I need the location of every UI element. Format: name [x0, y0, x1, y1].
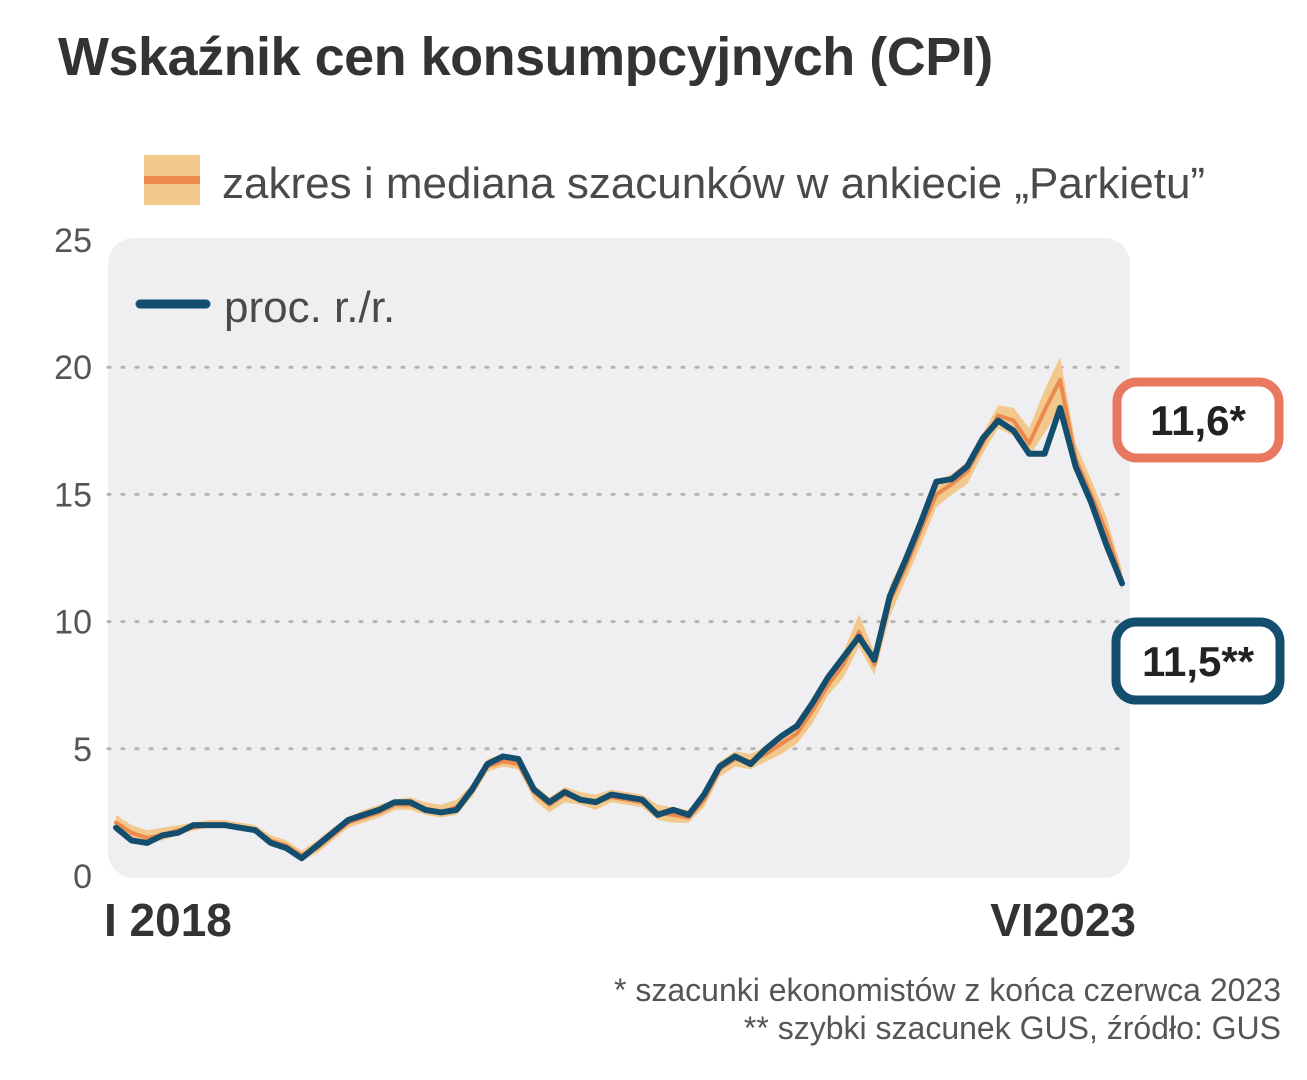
y-tick-label-15: 15 — [54, 476, 92, 514]
callout-flash-value: 11,5** — [1142, 638, 1255, 685]
y-tick-label-10: 10 — [54, 604, 92, 642]
y-tick-label-25: 25 — [54, 222, 92, 260]
callout-estimate: 11,6* — [1112, 377, 1284, 463]
x-axis-end-label: VI2023 — [990, 894, 1136, 946]
x-axis-start-label: I 2018 — [104, 894, 232, 946]
footnote-estimates: * szacunki ekonomistów z końca czerwca 2… — [614, 972, 1281, 1008]
series — [113, 357, 1125, 862]
legend-line: proc. r./r. — [135, 283, 395, 332]
legend-band: zakres i mediana szacunków w ankiecie „P… — [144, 155, 1205, 208]
gridlines — [106, 365, 1132, 751]
legend-band-label: zakres i mediana szacunków w ankiecie „P… — [222, 159, 1205, 208]
legend-line-label: proc. r./r. — [224, 283, 395, 332]
callout-estimate-box — [1112, 377, 1284, 463]
y-axis: 0 5 10 15 20 25 — [54, 222, 92, 896]
callout-estimate-value: 11,6* — [1150, 397, 1246, 444]
footnote-source: ** szybki szacunek GUS, źródło: GUS — [743, 1010, 1281, 1046]
y-tick-label-20: 20 — [54, 349, 92, 387]
callout-flash-box — [1111, 617, 1285, 705]
cpi-line — [113, 404, 1125, 862]
y-tick-label-5: 5 — [73, 731, 92, 769]
y-tick-label-0: 0 — [73, 858, 92, 896]
plot-background — [108, 238, 1130, 878]
callout-flash: 11,5** — [1111, 617, 1285, 705]
chart-title: Wskaźnik cen konsumpcyjnych (CPI) — [58, 27, 993, 87]
